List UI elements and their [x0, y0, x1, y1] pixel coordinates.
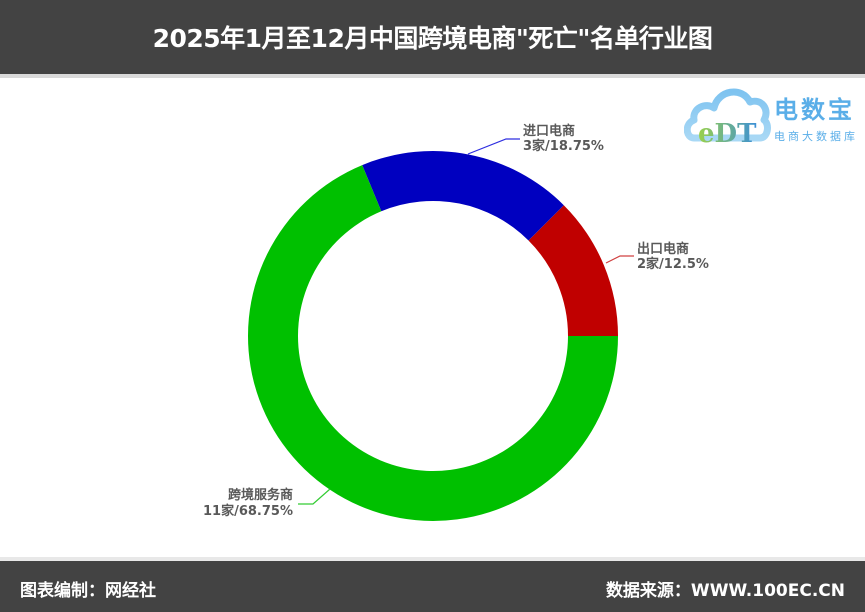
label-import-value: 3家/18.75%	[523, 138, 604, 154]
slice-import-ecommerce	[362, 151, 564, 241]
slice-export-ecommerce	[528, 205, 618, 336]
label-service-name: 跨境服务商	[228, 487, 293, 503]
label-export-name: 出口电商	[637, 241, 689, 257]
leader-line-export	[605, 255, 634, 264]
cloud-icon: eDT 电数宝 电商大数据库	[683, 88, 858, 149]
chart-title: 2025年1月至12月中国跨境电商"死亡"名单行业图	[152, 24, 713, 53]
chart-title-bar: 2025年1月至12月中国跨境电商"死亡"名单行业图	[0, 0, 865, 74]
footer-bar: 图表编制：网经社 数据来源：WWW.100EC.CN	[0, 561, 865, 612]
logo-subtitle: 电商大数据库	[774, 129, 858, 143]
header-divider	[0, 74, 865, 78]
logo-mark: eDT	[698, 119, 757, 149]
leader-line-service	[298, 488, 331, 505]
leader-line-import	[467, 138, 520, 155]
label-import-name: 进口电商	[523, 123, 575, 139]
logo-brand: 电数宝	[774, 96, 855, 124]
label-export-value: 2家/12.5%	[637, 256, 709, 272]
footer-divider	[0, 557, 865, 561]
chart-credit: 图表编制：网经社	[20, 581, 156, 601]
label-service-value: 11家/68.75%	[203, 503, 293, 519]
data-source: 数据来源：WWW.100EC.CN	[605, 581, 845, 601]
edt-logo: eDT 电数宝 电商大数据库	[683, 80, 864, 160]
